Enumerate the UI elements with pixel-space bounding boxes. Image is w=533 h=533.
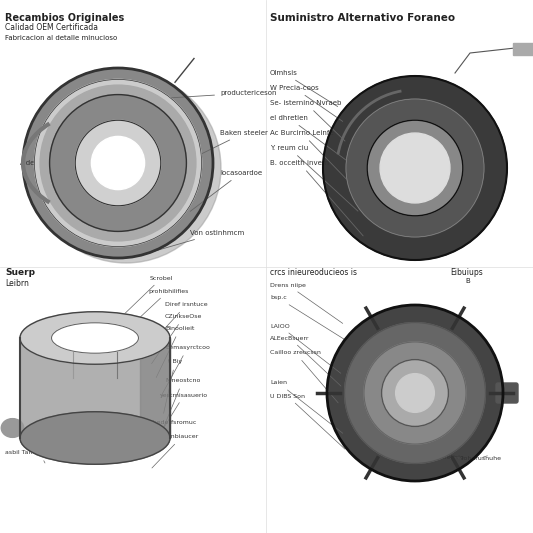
Text: U DIBS Son: U DIBS Son <box>270 393 345 449</box>
Text: Nineostcno: Nineostcno <box>161 378 200 433</box>
Text: yestrnisasuerio: yestrnisasuerio <box>151 392 208 448</box>
Text: productericeson: productericeson <box>171 90 277 98</box>
Text: alhederfsromuc: alhederfsromuc <box>117 421 197 462</box>
Text: lioharusnuhe: lioharusnuhe <box>460 456 501 461</box>
Bar <box>513 43 533 55</box>
Bar <box>140 338 170 438</box>
Text: CZinkseOse: CZinkseOse <box>151 314 203 364</box>
Text: Alderg: Alderg <box>20 160 43 166</box>
Circle shape <box>31 73 221 263</box>
Text: LAIOO: LAIOO <box>270 324 341 373</box>
Text: Olmhsis: Olmhsis <box>270 70 337 107</box>
Text: W Precia-coos: W Precia-coos <box>270 85 343 122</box>
Text: lonbiaucer: lonbiaucer <box>152 434 198 468</box>
Text: Eibuiups: Eibuiups <box>450 268 483 277</box>
Circle shape <box>75 120 161 206</box>
Text: crcs inieureoducieos is: crcs inieureoducieos is <box>270 268 357 277</box>
Ellipse shape <box>20 412 170 464</box>
Text: prohibhilifies: prohibhilifies <box>122 288 188 334</box>
Circle shape <box>395 374 434 413</box>
Text: Leibrn: Leibrn <box>5 279 29 288</box>
Bar <box>20 338 170 438</box>
Circle shape <box>323 76 507 260</box>
Text: Suerp: Suerp <box>5 268 35 277</box>
Text: locasoardoe: locasoardoe <box>190 170 262 211</box>
Circle shape <box>23 68 213 258</box>
Ellipse shape <box>1 418 24 438</box>
Text: Se- isternino Nvraeb: Se- isternino Nvraeb <box>270 100 345 141</box>
Text: Diref irsntuce: Diref irsntuce <box>147 303 208 348</box>
Circle shape <box>367 120 463 216</box>
Circle shape <box>40 85 196 241</box>
Text: B. occeith invern: B. occeith invern <box>270 160 363 236</box>
Text: el dhretien: el dhretien <box>270 115 348 161</box>
Text: Y. reum ciu: Y. reum ciu <box>270 145 358 211</box>
Circle shape <box>364 342 466 444</box>
Text: Von ostinhmcm: Von ostinhmcm <box>151 230 244 252</box>
Circle shape <box>91 136 144 190</box>
Circle shape <box>382 360 448 426</box>
Text: Calidad OEM Certificada: Calidad OEM Certificada <box>5 23 98 32</box>
Text: Bemasyrctcoo: Bemasyrctcoo <box>161 345 210 395</box>
Circle shape <box>345 322 486 463</box>
Circle shape <box>50 94 187 231</box>
Circle shape <box>327 305 503 481</box>
Text: B: B <box>465 278 470 284</box>
Text: Fabricacion al detalle minucioso: Fabricacion al detalle minucioso <box>5 35 117 41</box>
Text: Recambios Originales: Recambios Originales <box>5 13 124 23</box>
Ellipse shape <box>20 312 170 364</box>
Text: Ac Burcirno Leinfe: Ac Burcirno Leinfe <box>270 130 353 186</box>
Text: Binoolieit: Binoolieit <box>156 327 195 377</box>
Circle shape <box>380 133 450 203</box>
Text: bsp.c: bsp.c <box>270 295 345 340</box>
Text: asbil Tamrel ainuestro: asbil Tamrel ainuestro <box>5 450 74 463</box>
Circle shape <box>35 79 201 247</box>
Text: Cailloo zreucssn: Cailloo zreucssn <box>270 351 338 403</box>
Text: Scrobel: Scrobel <box>117 276 173 321</box>
Circle shape <box>346 99 484 237</box>
Text: Drens niipe: Drens niipe <box>270 282 343 324</box>
Text: TYpcretisio: TYpcretisio <box>430 456 465 461</box>
Ellipse shape <box>52 323 139 353</box>
Text: Laien: Laien <box>270 381 343 433</box>
Text: ALEecBsuerr: ALEecBsuerr <box>270 335 341 386</box>
Text: t Biy: t Biy <box>164 359 182 413</box>
Text: Baken steeler: Baken steeler <box>196 130 268 157</box>
Text: Suministro Alternativo Foraneo: Suministro Alternativo Foraneo <box>270 13 455 23</box>
FancyBboxPatch shape <box>496 383 518 403</box>
